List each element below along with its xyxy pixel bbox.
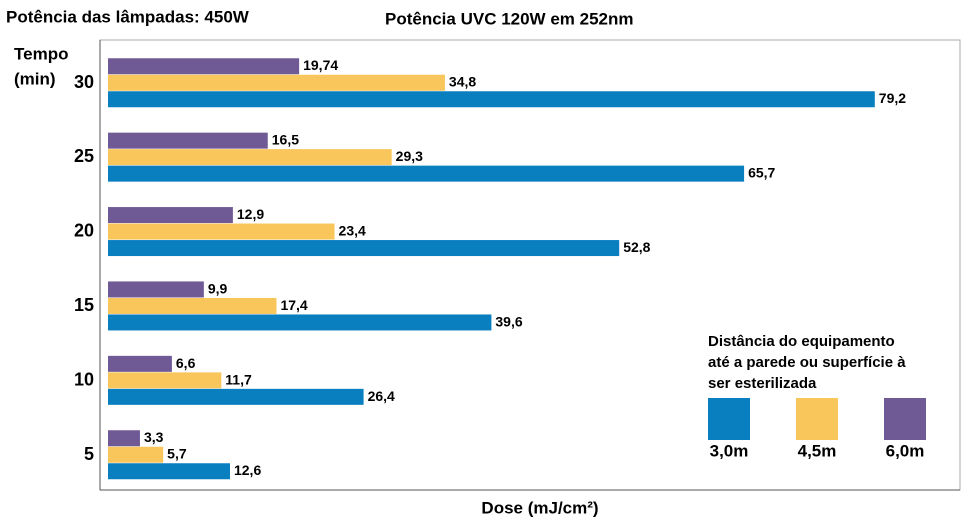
value-label: 52,8: [623, 239, 650, 255]
legend-swatch: [796, 398, 838, 440]
bar: [108, 446, 164, 463]
value-label: 12,6: [234, 462, 261, 478]
bar: [108, 132, 268, 149]
bar: [108, 388, 364, 405]
y-axis-label: Tempo: [14, 44, 68, 63]
bar: [108, 372, 222, 389]
bar: [108, 165, 745, 182]
legend-title: ser esterilizada: [708, 375, 817, 392]
value-label: 9,9: [208, 280, 228, 296]
bar: [108, 314, 492, 331]
bar: [108, 240, 620, 257]
legend-swatch: [884, 398, 926, 440]
bar: [108, 297, 277, 314]
value-label: 16,5: [272, 132, 299, 148]
value-label: 5,7: [167, 446, 187, 462]
y-axis-label: (min): [14, 69, 56, 88]
legend-label: 3,0m: [710, 441, 749, 460]
bar: [108, 430, 140, 447]
value-label: 19,74: [303, 57, 338, 73]
legend-label: 4,5m: [798, 441, 837, 460]
value-label: 12,9: [237, 206, 264, 222]
bar: [108, 355, 172, 372]
value-label: 34,8: [449, 74, 476, 90]
y-tick-label: 15: [74, 295, 94, 315]
value-label: 23,4: [339, 223, 366, 239]
bar: [108, 463, 230, 480]
bar: [108, 281, 204, 298]
y-tick-label: 20: [74, 221, 94, 241]
y-tick-label: 5: [84, 444, 94, 464]
y-tick-label: 30: [74, 72, 94, 92]
y-tick-label: 10: [74, 369, 94, 389]
legend-label: 6,0m: [886, 441, 925, 460]
value-label: 39,6: [495, 313, 522, 329]
value-label: 29,3: [396, 148, 423, 164]
bar: [108, 207, 233, 224]
legend-title: Distância do equipamento: [708, 333, 895, 350]
value-label: 79,2: [879, 90, 906, 106]
value-label: 3,3: [144, 429, 164, 445]
bar: [108, 149, 392, 166]
x-axis-label: Dose (mJ/cm²): [481, 498, 598, 517]
y-tick-label: 25: [74, 146, 94, 166]
value-label: 17,4: [280, 297, 307, 313]
value-label: 11,7: [225, 371, 252, 387]
legend-swatch: [708, 398, 750, 440]
chart-subtitle: Potência UVC 120W em 252nm: [385, 9, 633, 28]
chart-title: Potência das lâmpadas: 450W: [6, 7, 250, 26]
bar: [108, 91, 875, 108]
value-label: 6,6: [176, 355, 196, 371]
bar: [108, 58, 300, 75]
bar: [108, 223, 335, 240]
value-label: 26,4: [368, 388, 395, 404]
value-label: 65,7: [748, 165, 775, 181]
legend-title: até a parede ou superfície à: [708, 354, 906, 371]
bar: [108, 74, 445, 91]
